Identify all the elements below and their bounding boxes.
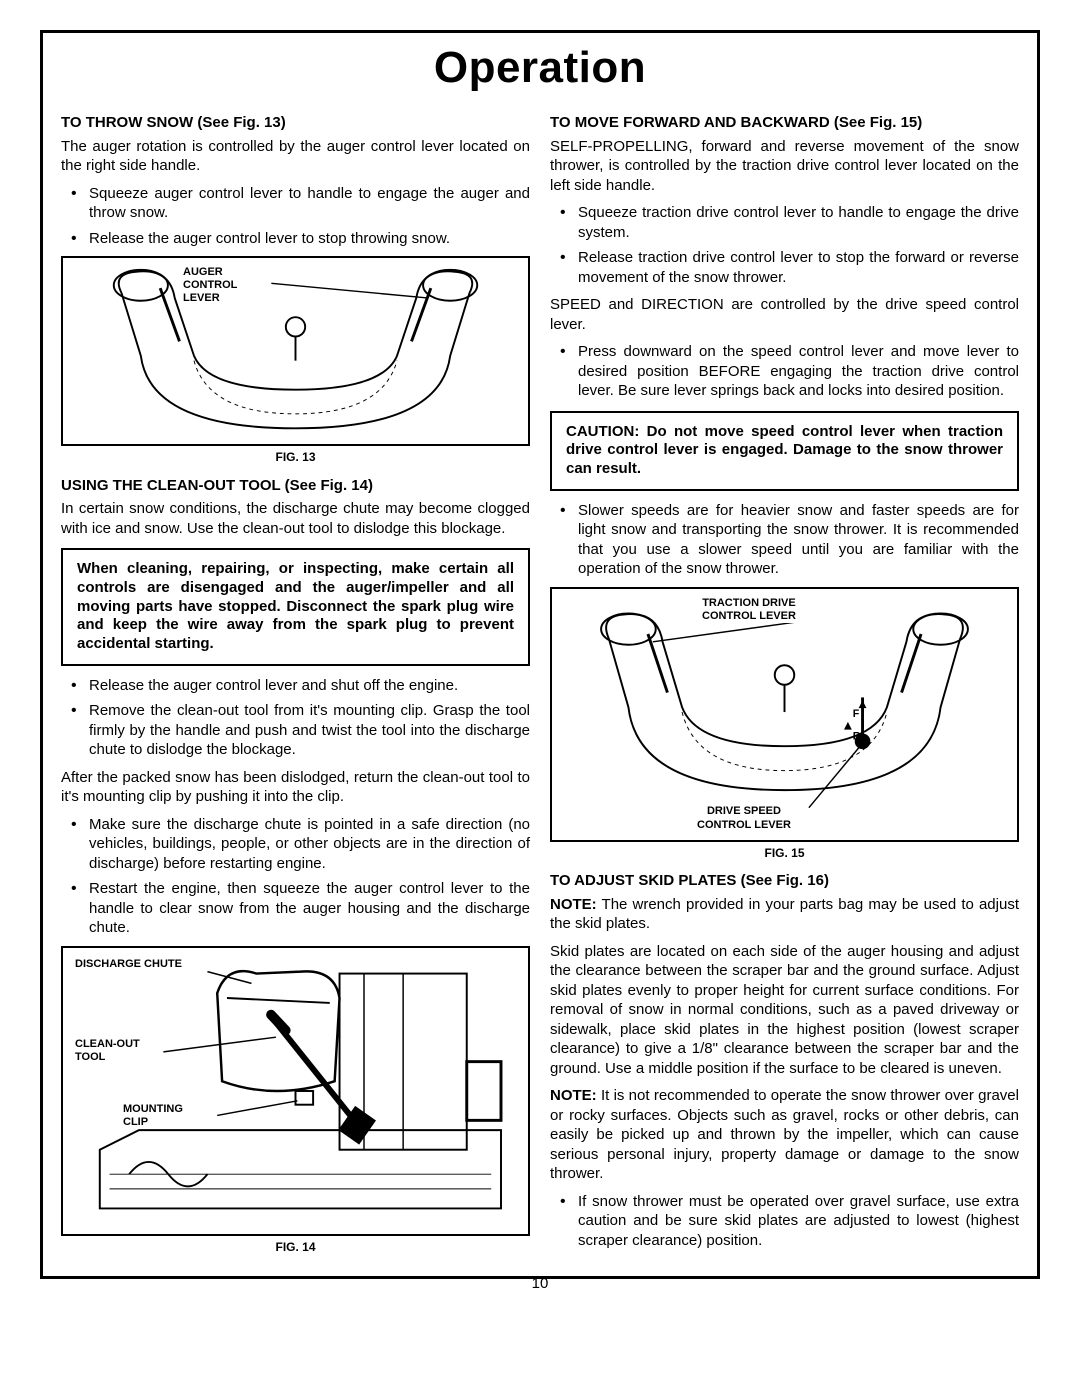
bullet-list: Make sure the discharge chute is pointed… xyxy=(61,815,530,938)
bullet-item: Release traction drive control lever to … xyxy=(550,248,1019,287)
fig15-caption: FIG. 15 xyxy=(550,846,1019,862)
heading-cleanout: USING THE CLEAN-OUT TOOL (See Fig. 14) xyxy=(61,476,530,496)
page-border: Operation TO THROW SNOW (See Fig. 13) Th… xyxy=(40,30,1040,1279)
fig14-label-chute: DISCHARGE CHUTE xyxy=(75,958,182,971)
bullet-item: Squeeze auger control lever to handle to… xyxy=(61,184,530,223)
bullet-list: If snow thrower must be operated over gr… xyxy=(550,1192,1019,1251)
fig15-svg: F R xyxy=(558,595,1011,834)
para: In certain snow conditions, the discharg… xyxy=(61,499,530,538)
note-lead: NOTE: xyxy=(550,1087,597,1104)
bullet-item: Release the auger control lever to stop … xyxy=(61,229,530,249)
page-title: Operation xyxy=(43,33,1037,107)
figure-13: AUGER CONTROL LEVER xyxy=(61,256,530,446)
bullet-item: Press downward on the speed control leve… xyxy=(550,342,1019,401)
heading-move: TO MOVE FORWARD AND BACKWARD (See Fig. 1… xyxy=(550,113,1019,133)
note-text: It is not recommended to operate the sno… xyxy=(550,1087,1019,1182)
note-lead: NOTE: xyxy=(550,896,597,913)
figure-15: TRACTION DRIVE CONTROL LEVER DRIVE SPEED… xyxy=(550,587,1019,842)
bullet-list: Squeeze traction drive control lever to … xyxy=(550,203,1019,287)
heading-skid: TO ADJUST SKID PLATES (See Fig. 16) xyxy=(550,871,1019,891)
left-column: TO THROW SNOW (See Fig. 13) The auger ro… xyxy=(61,107,530,1258)
bullet-item: Squeeze traction drive control lever to … xyxy=(550,203,1019,242)
bullet-item: Slower speeds are for heavier snow and f… xyxy=(550,501,1019,579)
fig13-caption: FIG. 13 xyxy=(61,450,530,466)
note-text: The wrench provided in your parts bag ma… xyxy=(550,896,1019,933)
para: NOTE: It is not recommended to operate t… xyxy=(550,1086,1019,1184)
para: After the packed snow has been dislodged… xyxy=(61,768,530,807)
fig13-svg xyxy=(69,264,522,438)
para: Skid plates are located on each side of … xyxy=(550,942,1019,1079)
bullet-list: Slower speeds are for heavier snow and f… xyxy=(550,501,1019,579)
figure-14: DISCHARGE CHUTE CLEAN-OUT TOOL MOUNTING … xyxy=(61,946,530,1236)
fig14-caption: FIG. 14 xyxy=(61,1240,530,1256)
bullet-item: If snow thrower must be operated over gr… xyxy=(550,1192,1019,1251)
fig15-rev-label: R xyxy=(853,730,861,742)
bullet-list: Release the auger control lever and shut… xyxy=(61,676,530,760)
caution-speed-lever: CAUTION: Do not move speed control lever… xyxy=(550,411,1019,491)
fig15-fwd-label: F xyxy=(853,708,860,720)
page-number: 10 xyxy=(40,1275,1040,1292)
para: SPEED and DIRECTION are controlled by th… xyxy=(550,295,1019,334)
bullet-item: Release the auger control lever and shut… xyxy=(61,676,530,696)
fig13-label-auger: AUGER CONTROL LEVER xyxy=(183,266,237,306)
fig14-label-clip: MOUNTING CLIP xyxy=(123,1103,183,1129)
para: The auger rotation is controlled by the … xyxy=(61,137,530,176)
fig14-label-tool: CLEAN-OUT TOOL xyxy=(75,1038,140,1064)
heading-throw-snow: TO THROW SNOW (See Fig. 13) xyxy=(61,113,530,133)
para: SELF-PROPELLING, forward and reverse mov… xyxy=(550,137,1019,196)
fig15-label-speed: DRIVE SPEED CONTROL LEVER xyxy=(697,805,791,831)
bullet-item: Restart the engine, then squeeze the aug… xyxy=(61,879,530,938)
fig14-svg xyxy=(69,954,522,1228)
bullet-list: Press downward on the speed control leve… xyxy=(550,342,1019,401)
bullet-item: Make sure the discharge chute is pointed… xyxy=(61,815,530,874)
fig15-label-traction: TRACTION DRIVE CONTROL LEVER xyxy=(702,597,796,623)
warning-cleanout: When cleaning, repairing, or inspecting,… xyxy=(61,548,530,666)
para: NOTE: The wrench provided in your parts … xyxy=(550,895,1019,934)
bullet-list: Squeeze auger control lever to handle to… xyxy=(61,184,530,249)
content-columns: TO THROW SNOW (See Fig. 13) The auger ro… xyxy=(43,107,1037,1276)
bullet-item: Remove the clean-out tool from it's moun… xyxy=(61,701,530,760)
right-column: TO MOVE FORWARD AND BACKWARD (See Fig. 1… xyxy=(550,107,1019,1258)
